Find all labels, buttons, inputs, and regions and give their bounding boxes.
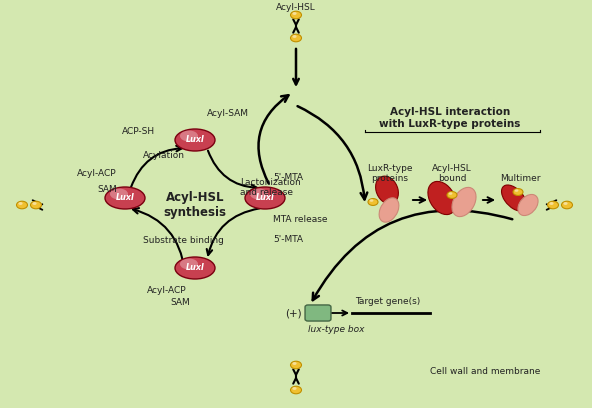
Circle shape xyxy=(291,11,301,19)
Text: SAM: SAM xyxy=(170,298,190,307)
Ellipse shape xyxy=(375,176,398,204)
Circle shape xyxy=(561,201,572,209)
Text: (+): (+) xyxy=(285,308,302,318)
Circle shape xyxy=(513,188,523,195)
Text: lux-type box: lux-type box xyxy=(308,325,365,334)
Ellipse shape xyxy=(180,259,198,270)
FancyArrowPatch shape xyxy=(293,377,299,384)
Circle shape xyxy=(368,199,378,206)
Text: LuxI: LuxI xyxy=(256,193,275,202)
FancyArrowPatch shape xyxy=(259,95,288,184)
Circle shape xyxy=(291,34,301,42)
FancyArrowPatch shape xyxy=(332,310,347,315)
FancyArrowPatch shape xyxy=(298,106,367,200)
Text: Acyl-SAM: Acyl-SAM xyxy=(207,109,249,118)
Text: LuxI: LuxI xyxy=(185,135,204,144)
Text: Acyl-ACP: Acyl-ACP xyxy=(147,286,187,295)
Ellipse shape xyxy=(105,187,145,209)
Circle shape xyxy=(548,201,558,209)
FancyArrowPatch shape xyxy=(133,208,185,270)
Ellipse shape xyxy=(379,198,399,222)
Circle shape xyxy=(292,387,297,390)
Text: MTA release: MTA release xyxy=(273,215,327,224)
Text: 5'-MTA: 5'-MTA xyxy=(273,173,303,182)
Text: SAM: SAM xyxy=(97,186,117,195)
Circle shape xyxy=(292,12,297,15)
Ellipse shape xyxy=(501,185,526,211)
Circle shape xyxy=(291,361,301,369)
Circle shape xyxy=(549,202,554,205)
Ellipse shape xyxy=(110,188,128,200)
Text: LuxR-type
proteins: LuxR-type proteins xyxy=(367,164,413,183)
FancyArrowPatch shape xyxy=(313,211,512,300)
Text: ACP-SH: ACP-SH xyxy=(122,127,155,137)
Circle shape xyxy=(564,202,568,205)
Text: Lactonization
and release: Lactonization and release xyxy=(240,178,301,197)
Text: Acylation: Acylation xyxy=(143,151,185,160)
Ellipse shape xyxy=(180,131,198,142)
Text: LuxI: LuxI xyxy=(115,193,134,202)
FancyArrowPatch shape xyxy=(293,27,299,33)
FancyArrowPatch shape xyxy=(293,19,299,25)
Ellipse shape xyxy=(245,187,285,209)
Circle shape xyxy=(17,201,27,209)
Text: Substrate binding: Substrate binding xyxy=(143,236,224,245)
Text: Cell wall and membrane: Cell wall and membrane xyxy=(430,368,540,377)
FancyArrowPatch shape xyxy=(208,151,257,190)
Circle shape xyxy=(369,199,374,202)
FancyArrowPatch shape xyxy=(413,197,425,203)
FancyArrowPatch shape xyxy=(207,208,259,255)
Ellipse shape xyxy=(452,187,476,217)
Circle shape xyxy=(33,202,37,205)
Ellipse shape xyxy=(175,129,215,151)
FancyBboxPatch shape xyxy=(305,305,331,321)
Text: Multimer: Multimer xyxy=(500,174,540,183)
FancyArrowPatch shape xyxy=(131,146,182,187)
Ellipse shape xyxy=(428,182,456,215)
FancyArrowPatch shape xyxy=(293,369,299,376)
Circle shape xyxy=(291,386,301,394)
Circle shape xyxy=(18,202,22,205)
Text: Target gene(s): Target gene(s) xyxy=(355,297,420,306)
FancyArrowPatch shape xyxy=(483,197,493,203)
Text: Acyl-HSL interaction
with LuxR-type proteins: Acyl-HSL interaction with LuxR-type prot… xyxy=(379,107,521,129)
Circle shape xyxy=(31,201,41,209)
Circle shape xyxy=(449,192,452,195)
Circle shape xyxy=(514,189,519,192)
Text: Acyl-HSL
synthesis: Acyl-HSL synthesis xyxy=(163,191,227,219)
Circle shape xyxy=(292,35,297,38)
Text: LuxI: LuxI xyxy=(185,264,204,273)
FancyArrowPatch shape xyxy=(293,49,299,84)
Text: 5'-MTA: 5'-MTA xyxy=(273,235,303,244)
Ellipse shape xyxy=(518,195,538,215)
Ellipse shape xyxy=(175,257,215,279)
Circle shape xyxy=(447,191,457,198)
Ellipse shape xyxy=(250,188,268,200)
Circle shape xyxy=(292,362,297,365)
Text: Acyl-ACP: Acyl-ACP xyxy=(78,169,117,178)
Text: Acyl-HSL: Acyl-HSL xyxy=(276,2,316,11)
Text: Acyl-HSL
bound: Acyl-HSL bound xyxy=(432,164,472,183)
